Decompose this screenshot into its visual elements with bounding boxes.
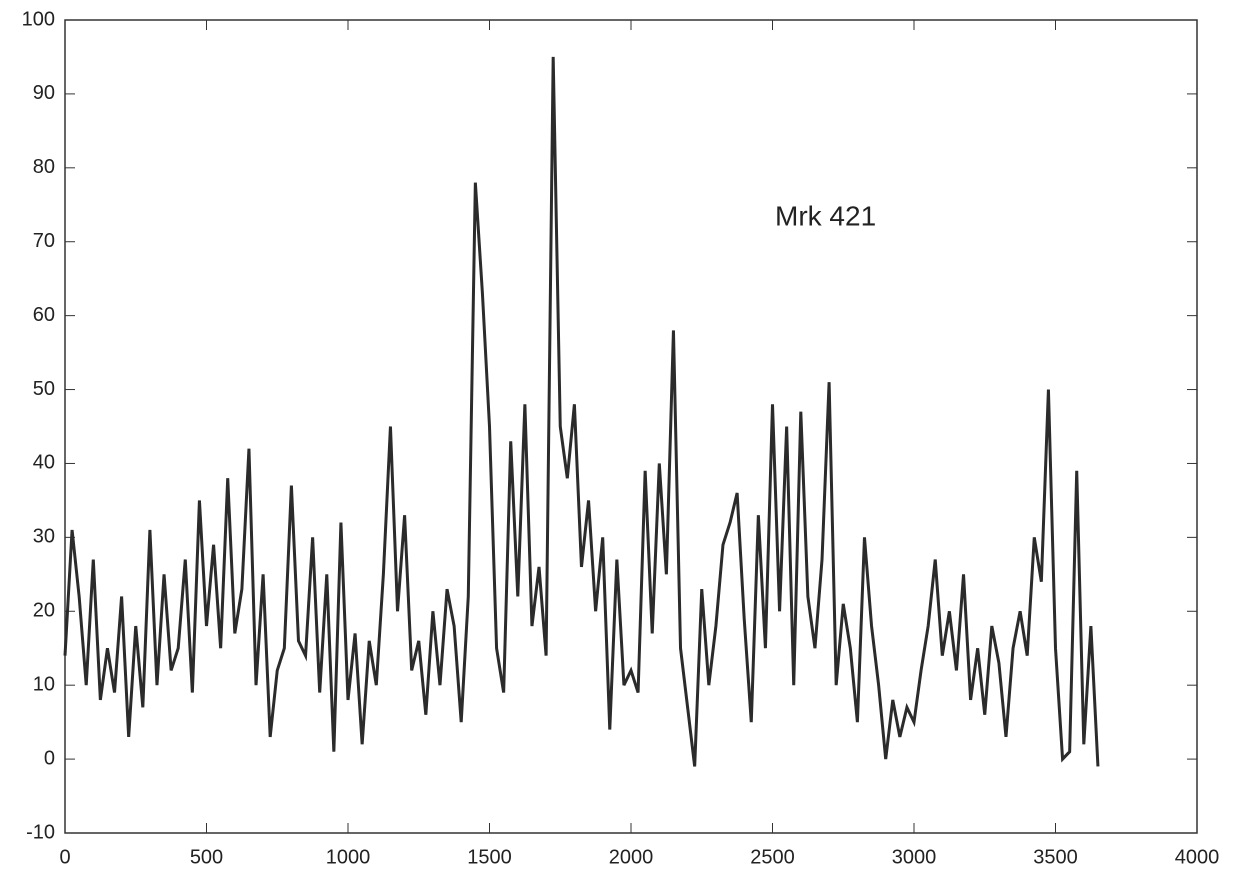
y-tick-label: 60 [33, 304, 55, 326]
x-tick-label: 500 [190, 846, 223, 868]
x-tick-label: 3500 [1033, 846, 1078, 868]
y-tick-label: 20 [33, 600, 55, 622]
y-tick-label: 100 [22, 8, 55, 30]
x-tick-label: 2000 [609, 846, 654, 868]
plot-frame [64, 19, 1198, 834]
y-tick-label: -10 [26, 821, 55, 843]
y-tick-label: 90 [33, 82, 55, 104]
y-tick-label: 0 [44, 747, 55, 769]
x-tick-label: 2500 [750, 846, 795, 868]
x-tick-label: 4000 [1175, 846, 1220, 868]
series-line [63, 56, 1100, 767]
y-tick-label: 30 [33, 526, 55, 548]
y-tick-label: 50 [33, 378, 55, 400]
x-tick-label: 1000 [326, 846, 371, 868]
y-tick-label: 40 [33, 452, 55, 474]
y-tick-label: 80 [33, 156, 55, 178]
x-tick-label: 3000 [892, 846, 937, 868]
annotation: Mrk 421 [775, 200, 876, 231]
y-tick-label: 70 [33, 230, 55, 252]
x-tick-label: 1500 [467, 846, 512, 868]
y-tick-label: 10 [33, 673, 55, 695]
x-tick-label: 0 [59, 846, 70, 868]
